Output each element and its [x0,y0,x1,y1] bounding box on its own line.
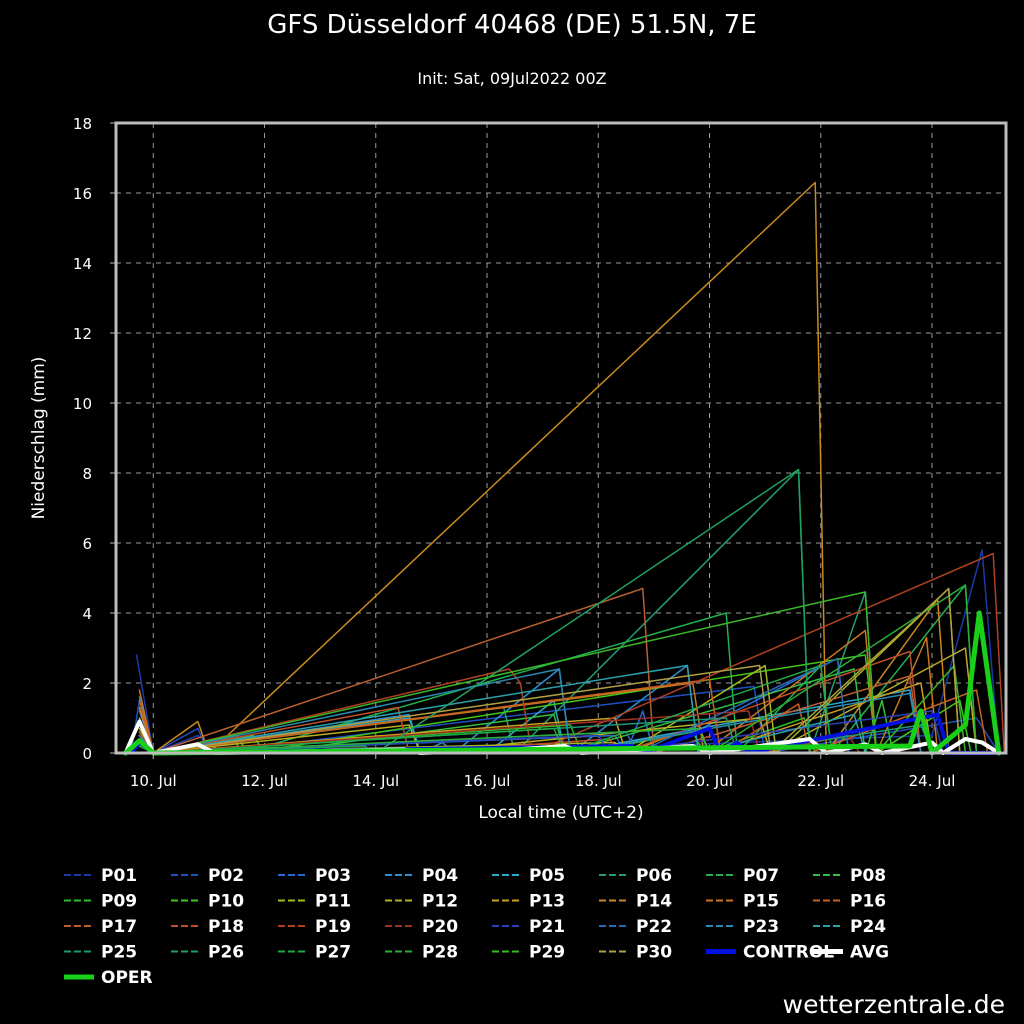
y-tick-label: 8 [82,465,92,483]
legend-label: P12 [422,892,458,912]
legend-item-p23: P23 [706,917,779,937]
credit-text: wetterzentrale.de [783,990,1005,1019]
legend: P01 P02 P03 P04 P05 P06 P07 P08 P09 P10 P11 P12 P13 P… [64,866,889,988]
legend-label: P22 [636,917,672,937]
series-line-oper [123,610,1002,756]
legend-label: P10 [208,892,244,912]
legend-item-p12: P12 [385,892,458,912]
legend-item-p18: P18 [171,917,244,937]
legend-item-avg: AVG [813,943,889,963]
legend-item-p20: P20 [385,917,458,937]
legend-item-p04: P04 [385,866,458,886]
y-tick-label: 4 [82,605,92,623]
legend-label: P25 [101,943,137,963]
legend-item-oper: OPER [64,968,153,988]
legend-label: P28 [422,943,458,963]
legend-item-p16: P16 [813,892,886,912]
legend-item-p24: P24 [813,917,886,937]
y-axis-ticks: 0 2 4 6 8 10 12 14 16 18 [73,115,116,763]
legend-item-p22: P22 [599,917,672,937]
legend-label: P24 [850,917,886,937]
legend-item-p11: P11 [278,892,351,912]
legend-item-p14: P14 [599,892,672,912]
legend-label: P01 [101,866,137,886]
y-tick-label: 14 [73,255,92,273]
legend-item-p13: P13 [492,892,565,912]
plot-frame [114,121,1008,755]
legend-item-p27: P27 [278,943,351,963]
legend-label: P21 [529,917,565,937]
legend-label: P27 [315,943,351,963]
y-tick-label: 6 [82,535,92,553]
legend-label: P03 [315,866,351,886]
y-tick-label: 10 [73,395,92,413]
x-tick-label: 10. Jul [130,772,177,790]
legend-item-p19: P19 [278,917,351,937]
y-tick-label: 16 [73,185,92,203]
legend-item-p28: P28 [385,943,458,963]
legend-label: P29 [529,943,565,963]
legend-item-p29: P29 [492,943,565,963]
legend-item-p26: P26 [171,943,244,963]
legend-item-p25: P25 [64,943,137,963]
legend-label: AVG [850,943,889,963]
legend-item-p21: P21 [492,917,565,937]
series-line-p16 [138,678,989,754]
legend-item-p15: P15 [706,892,779,912]
legend-label: P07 [743,866,779,886]
legend-label: P19 [315,917,351,937]
y-tick-label: 18 [73,115,92,133]
legend-label: P13 [529,892,565,912]
series-line-p15 [138,629,939,754]
y-axis-label: Niederschlag (mm) [29,357,49,520]
x-axis-label: Local time (UTC+2) [478,803,643,823]
legend-item-p09: P09 [64,892,137,912]
legend-item-p10: P10 [171,892,244,912]
legend-label: P20 [422,917,458,937]
legend-label: P11 [315,892,351,912]
legend-label: P23 [743,917,779,937]
legend-label: P02 [208,866,244,886]
legend-label: P09 [101,892,137,912]
legend-label: P05 [529,866,565,886]
legend-item-control: CONTROL [706,943,834,963]
series-line-p14 [138,181,950,754]
y-tick-label: 12 [73,325,92,343]
legend-item-p05: P05 [492,866,565,886]
legend-item-p03: P03 [278,866,351,886]
legend-label: P14 [636,892,672,912]
chart-subtitle: Init: Sat, 09Jul2022 00Z [417,69,606,88]
legend-label: P26 [208,943,244,963]
legend-label: P30 [636,943,672,963]
legend-label: P18 [208,917,244,937]
legend-item-p01: P01 [64,866,137,886]
x-tick-label: 12. Jul [241,772,288,790]
x-tick-label: 14. Jul [352,772,399,790]
legend-label: P16 [850,892,886,912]
legend-item-p07: P07 [706,866,779,886]
legend-item-p17: P17 [64,917,137,937]
chart-title: GFS Düsseldorf 40468 (DE) 51.5N, 7E [267,10,757,40]
series-layer [123,181,1006,756]
x-tick-label: 22. Jul [797,772,844,790]
legend-label: P08 [850,866,886,886]
y-tick-label: 0 [82,745,92,763]
x-tick-label: 16. Jul [464,772,511,790]
legend-item-p30: P30 [599,943,672,963]
legend-label: P15 [743,892,779,912]
y-tick-label: 2 [82,675,92,693]
legend-label: P17 [101,917,137,937]
x-tick-label: 18. Jul [575,772,622,790]
x-tick-label: 20. Jul [686,772,733,790]
x-tick-label: 24. Jul [909,772,956,790]
legend-label: P04 [422,866,458,886]
x-axis-ticks: 10. Jul 12. Jul 14. Jul 16. Jul 18. Jul 20. J… [130,753,955,790]
legend-item-p06: P06 [599,866,672,886]
legend-label: CONTROL [743,943,834,963]
legend-label: P06 [636,866,672,886]
legend-item-p02: P02 [171,866,244,886]
legend-item-p08: P08 [813,866,886,886]
legend-label: OPER [101,968,153,988]
